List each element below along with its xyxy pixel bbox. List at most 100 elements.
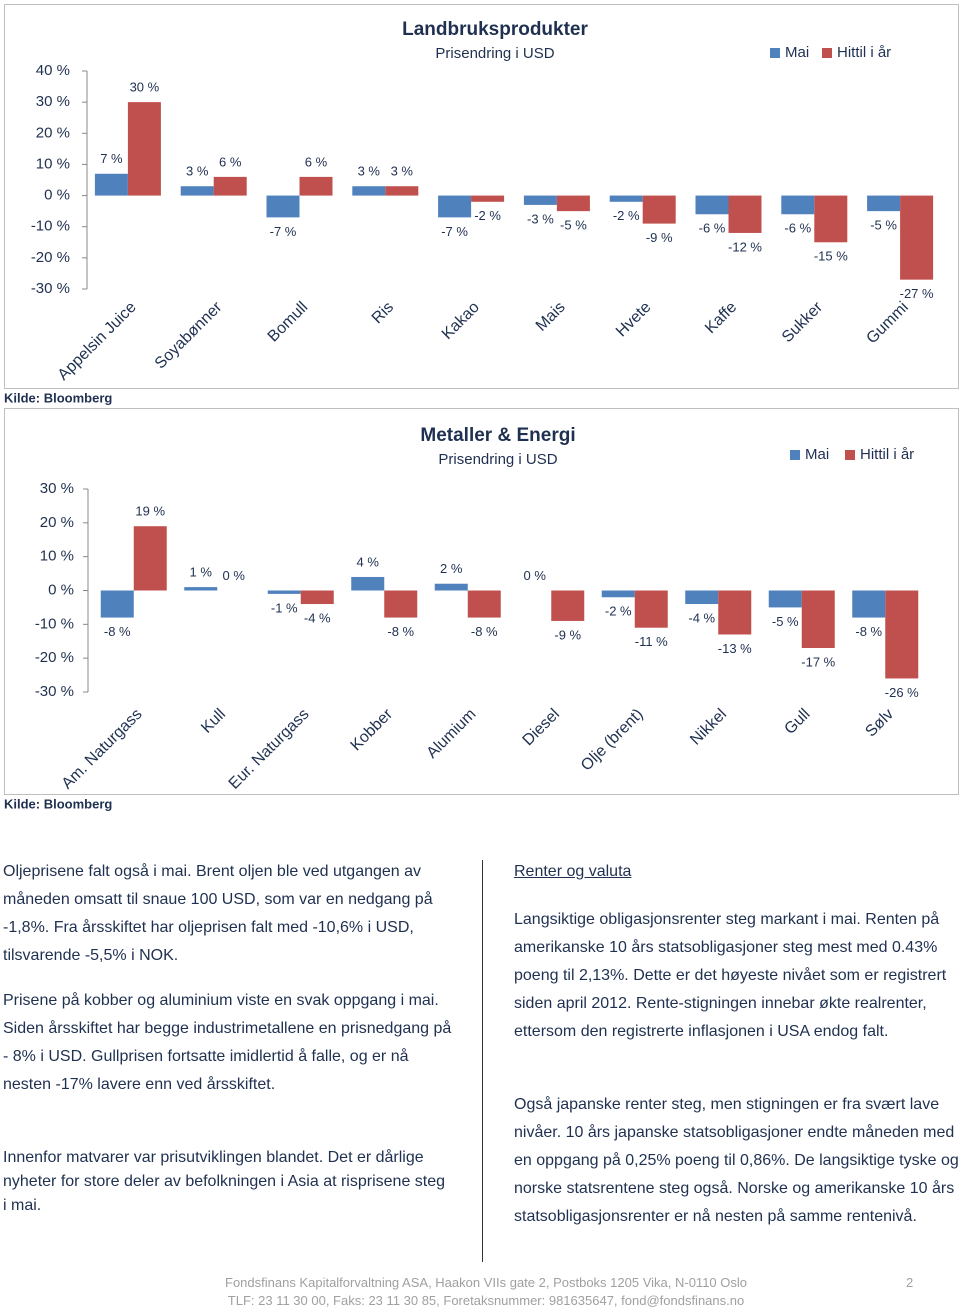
value-label: -12 % <box>728 239 762 254</box>
value-label: 3 % <box>186 164 209 179</box>
bar <box>695 195 729 215</box>
y-tick-label: 0 % <box>44 187 70 204</box>
value-label: -2 % <box>605 604 632 619</box>
value-label: -2 % <box>474 208 501 223</box>
section-heading: Renter og valuta <box>514 863 632 880</box>
value-label: -9 % <box>646 230 673 245</box>
chart-title: Metaller & Energi <box>420 425 575 446</box>
bar <box>728 195 762 233</box>
bar <box>551 590 585 621</box>
bar <box>642 195 676 224</box>
legend-swatch <box>845 450 855 460</box>
bar <box>801 590 835 649</box>
bar <box>351 576 385 591</box>
value-label: -9 % <box>554 627 581 642</box>
bar <box>556 195 590 212</box>
paragraph: Langsiktige obligasjonsrenter steg marka… <box>514 911 947 1040</box>
value-label: -13 % <box>718 641 752 656</box>
y-tick-label: 40 % <box>36 62 70 79</box>
paragraph: Innenfor matvarer var prisutviklingen bl… <box>3 1149 446 1214</box>
value-label: 3 % <box>358 164 381 179</box>
value-label: 30 % <box>130 80 160 95</box>
value-label: -2 % <box>613 208 640 223</box>
source: Kilde: Bloomberg <box>4 796 112 811</box>
y-tick-label: 30 % <box>36 93 70 110</box>
value-label: -3 % <box>527 211 554 226</box>
y-tick-label: 30 % <box>40 480 74 497</box>
chart-subtitle: Prisendring i USD <box>435 45 554 62</box>
value-label: -8 % <box>471 624 498 639</box>
x-tick-label: Gummi <box>863 299 911 347</box>
y-tick-label: -30 % <box>31 280 70 297</box>
x-tick-label: Alumium <box>424 706 480 762</box>
value-label: -8 % <box>387 624 414 639</box>
bar <box>685 590 719 605</box>
value-label: -6 % <box>699 221 726 236</box>
chart-frame <box>4 4 959 389</box>
bar <box>94 173 128 196</box>
y-tick-label: 10 % <box>36 155 70 172</box>
x-tick-label: Hvete <box>613 299 655 341</box>
legend-swatch <box>822 48 832 58</box>
value-label: 6 % <box>219 154 242 169</box>
y-tick-label: -30 % <box>35 683 74 700</box>
bar <box>781 195 815 215</box>
value-label: 2 % <box>440 561 463 576</box>
bar <box>434 583 468 591</box>
value-label: -17 % <box>801 654 835 669</box>
bar <box>267 590 301 594</box>
value-label: 0 % <box>524 568 547 583</box>
bar <box>300 590 334 605</box>
x-tick-label: Kull <box>198 706 229 737</box>
bar <box>634 590 668 628</box>
bar <box>852 590 886 618</box>
x-tick-label: Olje (brent) <box>578 706 647 775</box>
footer-line: TLF: 23 11 30 00, Faks: 23 11 30 85, For… <box>227 1293 745 1308</box>
y-tick-label: -20 % <box>31 249 70 266</box>
bar <box>467 590 501 618</box>
y-tick-label: 20 % <box>36 124 70 141</box>
bar <box>885 590 919 679</box>
x-tick-label: Kaffe <box>702 299 740 337</box>
y-tick-label: -10 % <box>35 615 74 632</box>
value-label: -8 % <box>104 624 131 639</box>
x-tick-label: Soyabønner <box>152 298 226 372</box>
x-tick-label: Am. Naturgass <box>59 706 146 793</box>
bar <box>352 186 386 196</box>
x-tick-label: Appelsin Juice <box>55 299 140 384</box>
charts: Landbruksprodukter Prisendring i USD Kilde… <box>4 4 959 811</box>
bar <box>900 195 934 280</box>
value-label: -26 % <box>885 685 919 700</box>
value-label: -11 % <box>635 634 668 649</box>
value-label: -7 % <box>441 224 468 239</box>
bar <box>867 195 901 212</box>
footer-line: Fondsfinans Kapitalforvaltning ASA, Haak… <box>225 1275 747 1290</box>
value-label: 3 % <box>391 164 414 179</box>
y-tick-label: 0 % <box>48 581 74 598</box>
x-tick-label: Diesel <box>520 706 563 749</box>
value-label: -6 % <box>784 221 811 236</box>
value-label: -5 % <box>560 218 587 233</box>
x-tick-label: Gull <box>781 706 813 738</box>
value-label: -4 % <box>304 610 331 625</box>
bar <box>213 176 247 196</box>
x-tick-label: Mais <box>533 299 569 335</box>
chart-frame <box>4 408 959 795</box>
value-label: -5 % <box>870 218 897 233</box>
legend-label: Hittil i år <box>860 446 914 463</box>
x-tick-label: Ris <box>369 299 397 327</box>
bar <box>133 526 167 591</box>
x-tick-label: Sukker <box>779 298 827 346</box>
legend-swatch <box>790 450 800 460</box>
paragraph: Også japanske renter steg, men stigninge… <box>514 1096 959 1225</box>
page-number: 2 <box>906 1275 914 1290</box>
bar <box>718 590 752 635</box>
value-label: -27 % <box>900 286 934 301</box>
y-tick-label: 10 % <box>40 548 74 565</box>
x-tick-label: Kobber <box>348 705 397 754</box>
x-tick-label: Sølv <box>862 706 897 741</box>
value-label: -4 % <box>688 610 715 625</box>
value-label: -1 % <box>271 600 298 615</box>
bar <box>100 590 134 618</box>
